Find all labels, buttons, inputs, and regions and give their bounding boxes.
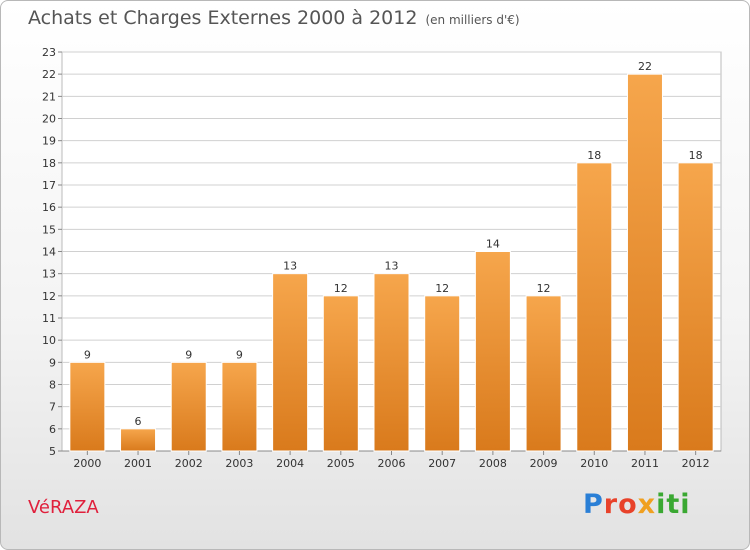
bar-value-label: 9 (185, 348, 192, 361)
bar-value-label: 12 (334, 282, 348, 295)
bar-value-label: 12 (435, 282, 449, 295)
bar-value-label: 13 (385, 260, 399, 273)
bar (474, 251, 511, 452)
y-tick-label: 12 (42, 290, 56, 303)
bar-value-label: 18 (689, 149, 703, 162)
y-tick-label: 17 (42, 179, 56, 192)
y-tick-label: 23 (42, 46, 56, 59)
chart-title: Achats et Charges Externes 2000 à 2012 (e… (28, 7, 520, 29)
y-tick-label: 9 (49, 356, 56, 369)
y-tick-label: 11 (42, 312, 56, 325)
chart-title-text: Achats et Charges Externes 2000 à 2012 (28, 7, 418, 29)
logo-part-4: iti (656, 489, 691, 520)
y-tick-label: 13 (42, 268, 56, 281)
bar (677, 162, 714, 452)
bar-value-label: 14 (486, 238, 500, 251)
bar (322, 295, 359, 452)
logo-part-1: P (583, 489, 604, 520)
x-tick-label: 2012 (682, 457, 710, 470)
bar-value-label: 22 (638, 60, 652, 73)
y-tick-label: 5 (49, 445, 56, 458)
unit-note: (en milliers d'€) (425, 13, 520, 27)
bar-value-label: 13 (283, 260, 297, 273)
y-tick-label: 16 (42, 201, 56, 214)
x-tick-label: 2003 (225, 457, 253, 470)
x-tick-label: 2005 (327, 457, 355, 470)
logo-part-2: ro (603, 489, 638, 520)
x-tick-label: 2000 (73, 457, 101, 470)
x-tick-label: 2011 (631, 457, 659, 470)
bar (373, 273, 410, 452)
y-tick-label: 14 (42, 246, 56, 259)
y-tick-label: 10 (42, 334, 56, 347)
x-tick-label: 2008 (479, 457, 507, 470)
x-tick-label: 2004 (276, 457, 304, 470)
bar (221, 361, 258, 452)
y-tick-label: 19 (42, 135, 56, 148)
bar-value-label: 9 (236, 348, 243, 361)
logo-part-3: x (637, 489, 657, 520)
x-tick-label: 2009 (530, 457, 558, 470)
x-tick-label: 2007 (428, 457, 456, 470)
x-tick-label: 2001 (124, 457, 152, 470)
x-tick-label: 2002 (175, 457, 203, 470)
y-tick-label: 15 (42, 223, 56, 236)
bar (525, 295, 562, 452)
commune-name: VéRAZA (28, 497, 99, 518)
y-tick-label: 7 (49, 401, 56, 414)
bar-value-label: 6 (135, 415, 142, 428)
y-tick-label: 21 (42, 90, 56, 103)
bar-value-label: 9 (84, 348, 91, 361)
y-tick-label: 18 (42, 157, 56, 170)
bar (69, 361, 106, 452)
bar (576, 162, 613, 452)
x-tick-label: 2006 (378, 457, 406, 470)
bar (626, 73, 663, 452)
bar (424, 295, 461, 452)
bar (272, 273, 309, 452)
y-tick-label: 6 (49, 423, 56, 436)
y-tick-label: 8 (49, 379, 56, 392)
y-tick-label: 22 (42, 68, 56, 81)
x-tick-label: 2010 (580, 457, 608, 470)
bar-value-label: 18 (587, 149, 601, 162)
bar-value-label: 12 (537, 282, 551, 295)
proxiti-logo: Proxiti (583, 489, 691, 520)
bar (120, 428, 157, 452)
y-tick-label: 20 (42, 113, 56, 126)
bar (170, 361, 207, 452)
